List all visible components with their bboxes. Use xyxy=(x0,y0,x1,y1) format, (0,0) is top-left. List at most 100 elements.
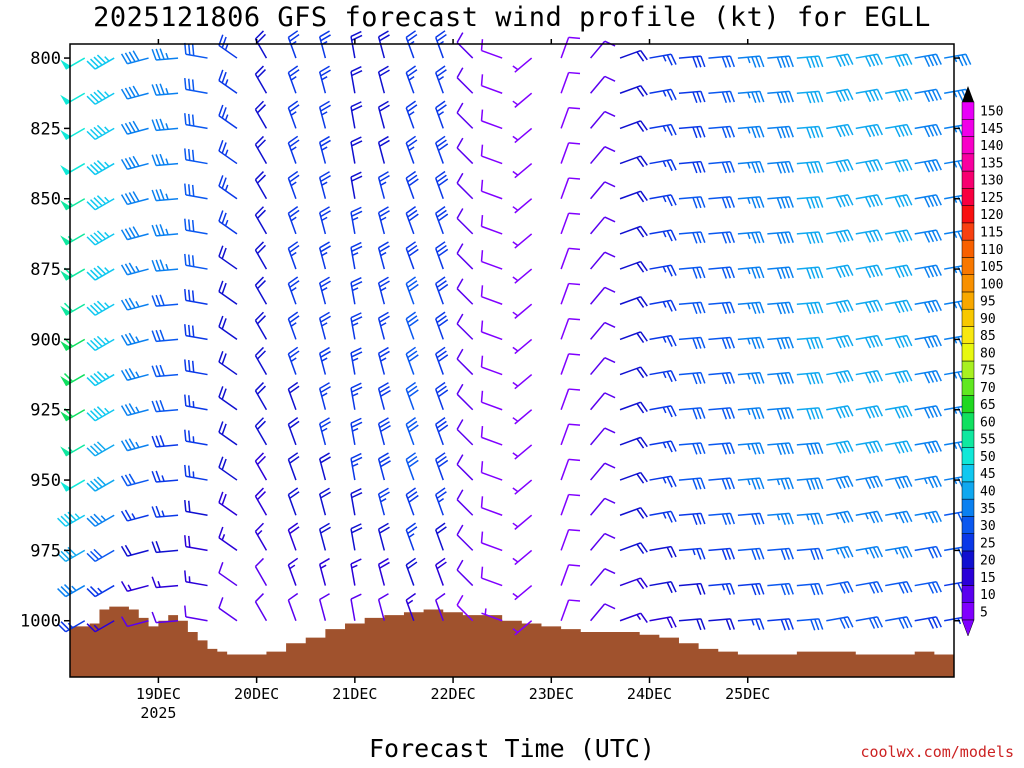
barb-full xyxy=(124,87,132,99)
barb-full xyxy=(456,383,464,395)
barb-full xyxy=(187,184,191,196)
barb-full xyxy=(319,171,330,179)
barb-full xyxy=(935,53,942,65)
barb-staff xyxy=(481,542,503,552)
barb-full xyxy=(132,120,140,132)
colorbar-label: 120 xyxy=(980,208,1003,223)
barb-full xyxy=(839,266,846,278)
barb-full xyxy=(835,302,842,314)
wind-barb xyxy=(456,454,474,481)
wind-barb xyxy=(590,251,616,270)
wind-barb xyxy=(86,300,115,316)
barb-full xyxy=(405,206,416,214)
barb-full xyxy=(350,206,362,213)
barb-full xyxy=(759,372,765,384)
barb-full xyxy=(810,126,816,139)
colorbar-swatch xyxy=(961,360,975,379)
wind-barb xyxy=(287,557,299,586)
barb-full xyxy=(898,406,905,418)
barb-full xyxy=(604,75,616,82)
barb-full xyxy=(289,209,300,218)
barb-half xyxy=(512,135,519,141)
barb-full xyxy=(407,174,418,183)
barb-half xyxy=(100,515,107,521)
barb-half xyxy=(290,111,297,116)
barb-full xyxy=(319,593,330,601)
wind-barb xyxy=(435,487,447,516)
wind-barb xyxy=(708,512,736,525)
wind-barb xyxy=(86,335,115,352)
x-tick-label: 25DEC xyxy=(725,685,770,703)
barb-full xyxy=(151,260,157,272)
barb-full xyxy=(256,350,267,360)
barb-full xyxy=(806,92,812,104)
barb-full xyxy=(380,460,391,468)
wind-barb xyxy=(480,74,503,94)
barb-half xyxy=(224,184,229,191)
wind-barb xyxy=(914,334,942,349)
barb-full xyxy=(184,42,187,55)
wind-barb xyxy=(218,139,238,165)
barb-full xyxy=(868,125,876,137)
wind-barb xyxy=(405,522,418,551)
barb-half xyxy=(512,381,519,387)
wind-barb xyxy=(350,241,363,270)
barb-full xyxy=(751,443,757,455)
barb-full xyxy=(902,160,909,172)
barb-full xyxy=(935,159,942,171)
barb-staff xyxy=(590,427,606,446)
barb-full xyxy=(289,244,300,253)
barb-full xyxy=(604,603,616,610)
barb-full xyxy=(378,452,389,460)
barb-full xyxy=(923,442,931,454)
barb-full xyxy=(835,231,842,243)
barb-half xyxy=(512,522,519,528)
barb-full xyxy=(187,289,191,302)
barb-full xyxy=(568,71,581,75)
wind-barb xyxy=(885,229,913,243)
x-tick-label: 20DEC xyxy=(234,685,279,703)
barb-full xyxy=(725,478,732,490)
wind-barb xyxy=(855,123,883,138)
barb-half xyxy=(93,624,100,631)
barb-full xyxy=(788,618,794,630)
wind-barb xyxy=(86,584,115,598)
barb-full xyxy=(923,196,931,208)
wind-barb xyxy=(480,109,503,130)
colorbar-label: 70 xyxy=(980,381,996,396)
wind-barb xyxy=(254,417,268,446)
barb-full xyxy=(636,227,645,238)
wind-barb xyxy=(678,582,706,595)
barb-full xyxy=(700,477,706,490)
barb-full xyxy=(868,336,876,348)
barb-full xyxy=(435,241,446,250)
barb-full xyxy=(814,548,820,560)
barb-full xyxy=(96,406,107,416)
barb-full xyxy=(86,236,96,246)
barb-full xyxy=(287,381,299,390)
barb-full xyxy=(729,618,736,630)
barb-full xyxy=(670,194,677,206)
barb-full xyxy=(876,53,883,65)
barb-full xyxy=(935,229,942,241)
wind-barb xyxy=(796,196,824,209)
barb-full xyxy=(700,548,706,560)
barb-full xyxy=(480,39,484,51)
barb-staff xyxy=(318,599,327,621)
wind-barb xyxy=(649,370,677,383)
barb-full xyxy=(350,66,362,73)
wind-barb xyxy=(678,618,706,631)
barb-full xyxy=(407,385,418,394)
barb-full xyxy=(89,269,100,279)
colorbar-label: 115 xyxy=(980,226,1003,241)
barb-staff xyxy=(590,181,606,200)
barb-full xyxy=(818,231,824,243)
barb-full xyxy=(847,89,854,101)
barb-half xyxy=(662,55,667,62)
barb-full xyxy=(604,181,616,188)
barb-full xyxy=(864,372,872,384)
barb-full xyxy=(93,337,103,347)
barb-full xyxy=(436,280,447,288)
barb-full xyxy=(254,171,265,181)
barb-full xyxy=(350,241,362,249)
